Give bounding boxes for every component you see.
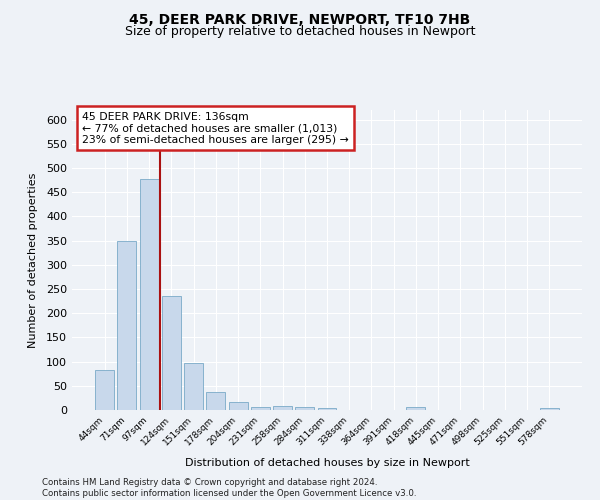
Bar xyxy=(184,363,203,410)
Bar xyxy=(406,406,425,410)
Y-axis label: Number of detached properties: Number of detached properties xyxy=(28,172,38,348)
Bar xyxy=(118,240,136,410)
Bar xyxy=(229,402,248,410)
Text: 45 DEER PARK DRIVE: 136sqm
← 77% of detached houses are smaller (1,013)
23% of s: 45 DEER PARK DRIVE: 136sqm ← 77% of deta… xyxy=(82,112,349,144)
Bar xyxy=(273,406,292,410)
Text: Size of property relative to detached houses in Newport: Size of property relative to detached ho… xyxy=(125,25,475,38)
Bar xyxy=(251,406,270,410)
Bar xyxy=(162,296,181,410)
Bar xyxy=(295,406,314,410)
Bar xyxy=(140,178,158,410)
X-axis label: Distribution of detached houses by size in Newport: Distribution of detached houses by size … xyxy=(185,458,469,468)
Bar xyxy=(95,370,114,410)
Bar xyxy=(206,392,225,410)
Bar xyxy=(317,408,337,410)
Text: 45, DEER PARK DRIVE, NEWPORT, TF10 7HB: 45, DEER PARK DRIVE, NEWPORT, TF10 7HB xyxy=(130,12,470,26)
Bar xyxy=(540,408,559,410)
Text: Contains HM Land Registry data © Crown copyright and database right 2024.
Contai: Contains HM Land Registry data © Crown c… xyxy=(42,478,416,498)
